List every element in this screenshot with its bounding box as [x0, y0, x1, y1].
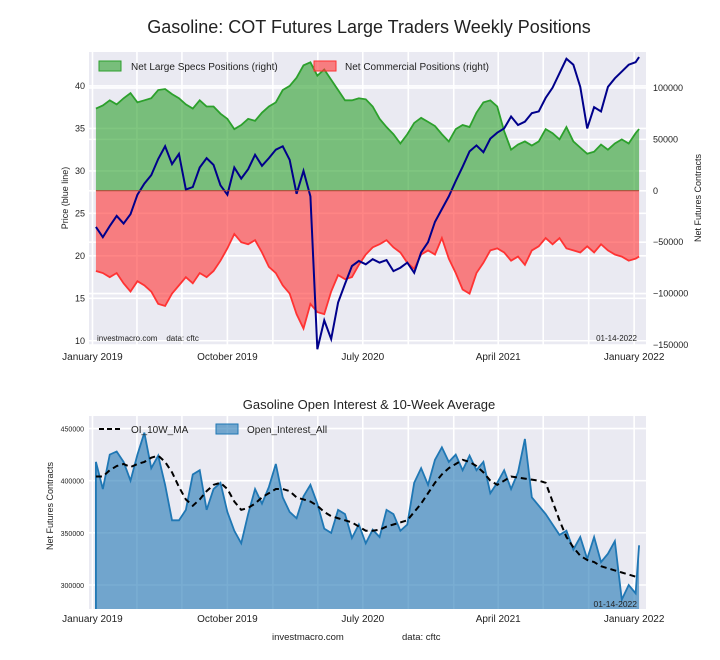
- top-x-tick-label: April 2021: [476, 352, 521, 363]
- legend-label-specs: Net Large Specs Positions (right): [131, 62, 278, 73]
- specs-line: [95, 61, 640, 155]
- footer-site: investmacro.com: [272, 632, 344, 643]
- bottom-chart-title: Gasoline Open Interest & 10-Week Average: [243, 397, 495, 412]
- legend-swatch-commercial: [313, 60, 337, 72]
- top-lines: [95, 56, 640, 350]
- top-left-tick-label: 15: [75, 293, 85, 303]
- open-interest-area: [95, 432, 640, 609]
- bottom-lines: [95, 432, 640, 609]
- top-legend: Net Large Specs Positions (right) Net Co…: [98, 60, 489, 73]
- open-interest-line: [95, 432, 640, 603]
- bottom-legend: OI_10W_MA Open_Interest_All: [99, 423, 327, 436]
- top-right-axis: −150000 −100000 −50000 0 50000 100000: [653, 83, 688, 350]
- top-x-tick-label: January 2022: [604, 352, 665, 363]
- legend-swatch-specs: [98, 60, 122, 72]
- bottom-x-tick-label: January 2019: [62, 614, 123, 625]
- top-left-axis-label: Price (blue line): [60, 167, 70, 230]
- bottom-areas: [95, 432, 640, 609]
- commercial-area: [95, 190, 640, 329]
- top-watermark: investmacro.com data: cftc: [97, 334, 199, 343]
- bottom-chart: Gasoline Open Interest & 10-Week Average…: [45, 397, 665, 625]
- top-right-tick-label: −50000: [653, 237, 683, 247]
- bottom-y-tick-label: 400000: [61, 479, 84, 486]
- top-right-tick-label: 0: [653, 186, 658, 196]
- bottom-y-tick-label: 350000: [61, 531, 84, 538]
- top-x-tick-label: July 2020: [341, 352, 384, 363]
- bottom-date-label: 01-14-2022: [594, 599, 638, 609]
- top-right-tick-label: 100000: [653, 83, 683, 93]
- bottom-y-axis-label: Net Futures Contracts: [45, 461, 55, 550]
- specs-area: [95, 62, 640, 191]
- figure-title: Gasoline: COT Futures Large Traders Week…: [147, 17, 591, 37]
- top-chart: 10 15 20 25 30 35 40 −150000 −100000 −50000 0 5000…: [60, 52, 703, 363]
- bottom-x-tick-label: July 2020: [341, 614, 384, 625]
- top-x-tick-label: October 2019: [197, 352, 258, 363]
- top-areas: [95, 62, 640, 329]
- legend-label-ma: OI_10W_MA: [131, 425, 189, 436]
- bottom-y-tick-label: 450000: [61, 427, 84, 434]
- top-right-tick-label: 50000: [653, 134, 678, 144]
- commercial-line: [95, 232, 640, 332]
- top-x-tick-label: January 2019: [62, 352, 123, 363]
- legend-label-commercial: Net Commercial Positions (right): [345, 62, 489, 73]
- legend-swatch-oi: [215, 423, 239, 435]
- top-x-axis: January 2019 October 2019 July 2020 April 2…: [62, 352, 665, 363]
- top-right-axis-label: Net Futures Contracts: [693, 153, 703, 242]
- top-left-tick-label: 10: [75, 336, 85, 346]
- bottom-x-tick-label: January 2022: [604, 614, 665, 625]
- price-line: [95, 56, 640, 350]
- footer-source: data: cftc: [402, 632, 441, 643]
- bottom-x-axis: January 2019 October 2019 July 2020 April 2…: [62, 614, 665, 625]
- top-left-tick-label: 20: [75, 251, 85, 261]
- legend-label-oi: Open_Interest_All: [247, 425, 327, 436]
- ma-line: [95, 454, 640, 578]
- bottom-y-axis: 300000 350000 400000 450000: [61, 427, 84, 590]
- top-right-tick-label: −100000: [653, 289, 688, 299]
- top-left-tick-label: 35: [75, 123, 85, 133]
- top-left-tick-label: 40: [75, 81, 85, 91]
- bottom-x-tick-label: October 2019: [197, 614, 258, 625]
- top-left-axis: 10 15 20 25 30 35 40: [75, 81, 85, 346]
- bottom-x-tick-label: April 2021: [476, 614, 521, 625]
- bottom-y-tick-label: 300000: [61, 583, 84, 590]
- top-left-tick-label: 25: [75, 208, 85, 218]
- top-date-label: 01-14-2022: [596, 334, 637, 343]
- top-right-tick-label: −150000: [653, 340, 688, 350]
- top-left-tick-label: 30: [75, 166, 85, 176]
